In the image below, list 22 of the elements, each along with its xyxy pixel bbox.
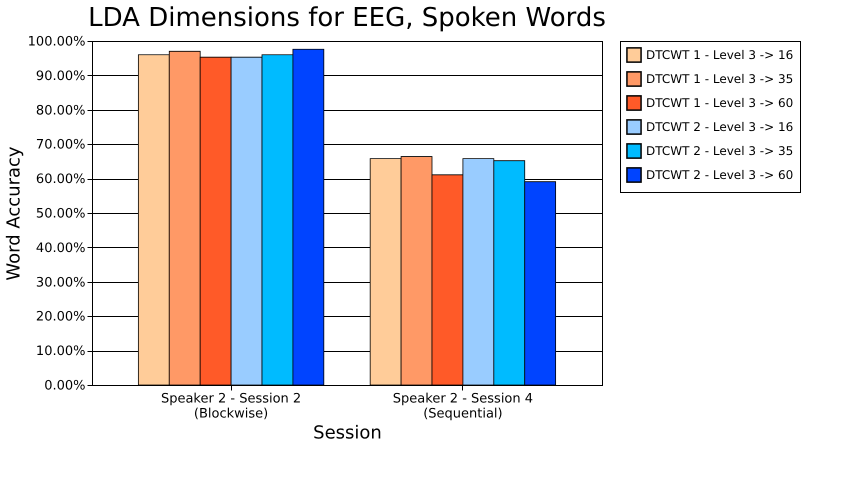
x-tick-label: Speaker 2 - Session 4 (Sequential): [392, 392, 534, 422]
legend-label: DTCWT 2 - Level 3 -> 16: [646, 120, 794, 134]
y-axis-title: Word Accuracy: [4, 146, 25, 281]
y-tick-label: 70.00%: [36, 138, 86, 153]
legend-label: DTCWT 1 - Level 3 -> 35: [646, 72, 794, 86]
y-tick-label: 60.00%: [36, 172, 86, 188]
legend-label: DTCWT 2 - Level 3 -> 35: [646, 144, 794, 158]
legend-label: DTCWT 1 - Level 3 -> 60: [646, 96, 794, 110]
chart-title: LDA Dimensions for EEG, Spoken Words: [88, 3, 606, 33]
y-tick-label: 80.00%: [36, 103, 86, 118]
legend-label: DTCWT 2 - Level 3 -> 60: [646, 168, 794, 182]
legend-label: DTCWT 1 - Level 3 -> 16: [646, 48, 794, 62]
y-tick-label: 90.00%: [36, 68, 86, 84]
y-tick-label: 10.00%: [36, 344, 86, 360]
y-tick-label: 30.00%: [36, 275, 86, 290]
x-axis-title: Session: [313, 422, 382, 444]
y-tick-label: 40.00%: [36, 240, 86, 256]
y-tick-label: 100.00%: [28, 34, 86, 50]
y-tick-label: 20.00%: [36, 310, 86, 325]
y-tick-label: 0.00%: [44, 378, 86, 394]
x-tick-label: Speaker 2 - Session 2 (Blockwise): [160, 392, 302, 422]
y-tick-label: 50.00%: [36, 206, 86, 222]
